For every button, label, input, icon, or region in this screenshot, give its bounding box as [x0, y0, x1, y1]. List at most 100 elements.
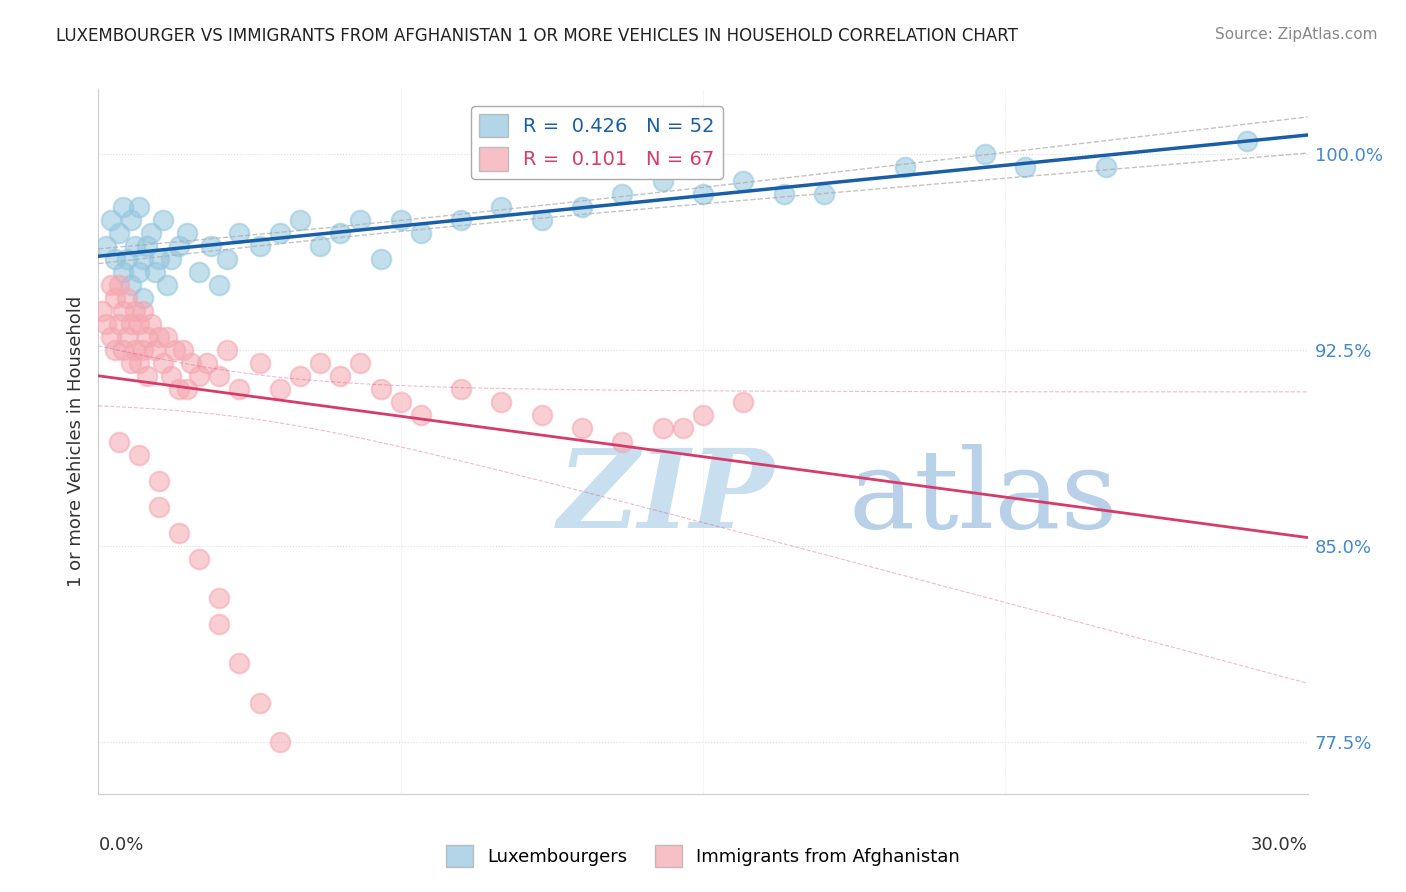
- Point: [450, 382, 472, 396]
- Point: [132, 304, 155, 318]
- Point: [491, 200, 513, 214]
- Point: [107, 226, 129, 240]
- Text: 30.0%: 30.0%: [1251, 836, 1308, 855]
- Point: [733, 395, 755, 409]
- Text: ZIP: ZIP: [558, 444, 775, 551]
- Point: [269, 226, 291, 240]
- Point: [612, 434, 634, 449]
- Point: [167, 382, 190, 396]
- Point: [160, 252, 183, 266]
- Point: [111, 200, 134, 214]
- Point: [156, 330, 179, 344]
- Point: [148, 252, 170, 266]
- Point: [132, 291, 155, 305]
- Point: [208, 617, 231, 632]
- Point: [148, 330, 170, 344]
- Point: [195, 356, 218, 370]
- Point: [96, 239, 118, 253]
- Point: [1014, 161, 1036, 175]
- Point: [651, 421, 673, 435]
- Point: [1095, 161, 1118, 175]
- Point: [152, 212, 174, 227]
- Point: [135, 330, 157, 344]
- Point: [188, 265, 211, 279]
- Point: [120, 277, 142, 292]
- Point: [530, 409, 553, 423]
- Legend: R =  0.426   N = 52, R =  0.101   N = 67: R = 0.426 N = 52, R = 0.101 N = 67: [471, 106, 723, 178]
- Point: [111, 265, 134, 279]
- Point: [974, 147, 997, 161]
- Point: [612, 186, 634, 201]
- Point: [450, 212, 472, 227]
- Point: [288, 212, 311, 227]
- Point: [111, 343, 134, 358]
- Point: [329, 226, 352, 240]
- Point: [176, 226, 198, 240]
- Text: atlas: atlas: [848, 444, 1118, 551]
- Point: [135, 239, 157, 253]
- Point: [143, 343, 166, 358]
- Point: [91, 304, 114, 318]
- Point: [160, 369, 183, 384]
- Point: [208, 369, 231, 384]
- Point: [143, 265, 166, 279]
- Text: LUXEMBOURGER VS IMMIGRANTS FROM AFGHANISTAN 1 OR MORE VEHICLES IN HOUSEHOLD CORR: LUXEMBOURGER VS IMMIGRANTS FROM AFGHANIS…: [56, 27, 1018, 45]
- Point: [107, 317, 129, 331]
- Point: [409, 409, 432, 423]
- Point: [409, 226, 432, 240]
- Point: [188, 552, 211, 566]
- Point: [115, 252, 138, 266]
- Point: [692, 186, 714, 201]
- Point: [103, 252, 125, 266]
- Point: [571, 200, 593, 214]
- Point: [389, 395, 412, 409]
- Point: [96, 317, 118, 331]
- Point: [167, 525, 190, 540]
- Point: [163, 343, 186, 358]
- Point: [249, 696, 271, 710]
- Point: [349, 212, 371, 227]
- Point: [309, 239, 332, 253]
- Point: [120, 317, 142, 331]
- Point: [249, 356, 271, 370]
- Point: [228, 226, 250, 240]
- Point: [208, 277, 231, 292]
- Point: [672, 421, 695, 435]
- Point: [167, 239, 190, 253]
- Point: [139, 317, 162, 331]
- Point: [132, 252, 155, 266]
- Point: [813, 186, 835, 201]
- Point: [124, 304, 146, 318]
- Point: [115, 291, 138, 305]
- Point: [124, 239, 146, 253]
- Point: [103, 343, 125, 358]
- Point: [148, 474, 170, 488]
- Point: [772, 186, 794, 201]
- Text: 0.0%: 0.0%: [98, 836, 143, 855]
- Point: [107, 277, 129, 292]
- Point: [249, 239, 271, 253]
- Point: [128, 265, 150, 279]
- Point: [156, 277, 179, 292]
- Point: [111, 304, 134, 318]
- Point: [148, 500, 170, 514]
- Point: [139, 226, 162, 240]
- Point: [124, 343, 146, 358]
- Legend: Luxembourgers, Immigrants from Afghanistan: Luxembourgers, Immigrants from Afghanist…: [439, 838, 967, 874]
- Point: [188, 369, 211, 384]
- Point: [100, 277, 122, 292]
- Y-axis label: 1 or more Vehicles in Household: 1 or more Vehicles in Household: [66, 296, 84, 587]
- Point: [269, 734, 291, 748]
- Point: [128, 448, 150, 462]
- Point: [329, 369, 352, 384]
- Point: [228, 657, 250, 671]
- Point: [491, 395, 513, 409]
- Point: [893, 161, 915, 175]
- Point: [370, 252, 392, 266]
- Point: [152, 356, 174, 370]
- Point: [128, 317, 150, 331]
- Point: [176, 382, 198, 396]
- Point: [349, 356, 371, 370]
- Point: [103, 291, 125, 305]
- Point: [309, 356, 332, 370]
